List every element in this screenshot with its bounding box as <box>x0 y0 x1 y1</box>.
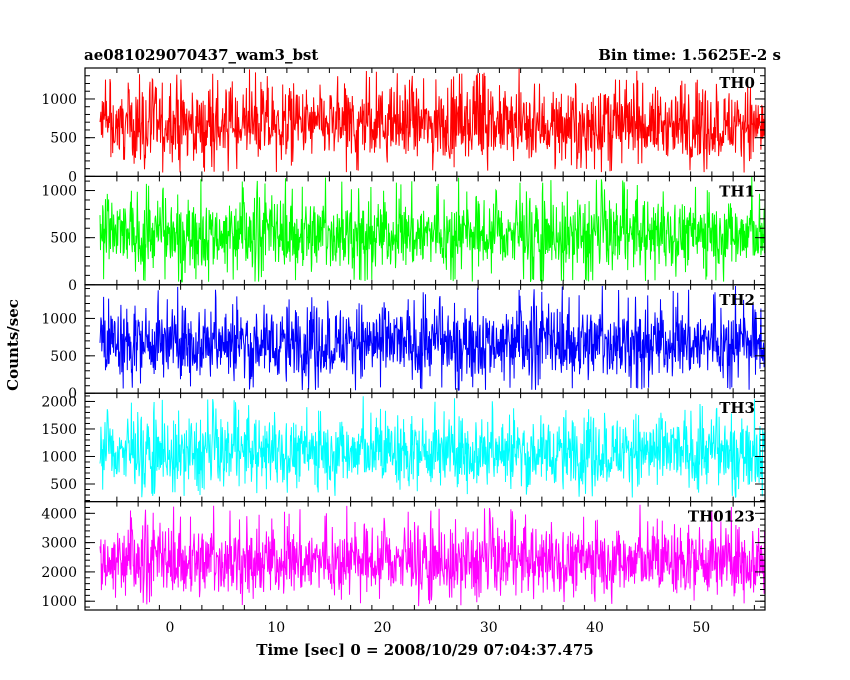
panel-label: TH1 <box>719 182 755 200</box>
series-line-th3 <box>99 396 766 498</box>
panel-label: TH2 <box>719 291 755 309</box>
x-tick-label: 30 <box>480 620 498 636</box>
x-tick-label: 50 <box>692 620 710 636</box>
panel-th3: 500 1000 1500 2000 TH3 <box>41 392 766 503</box>
y-tick-label: 500 <box>50 477 77 493</box>
y-tick-label: 1000 <box>41 594 77 610</box>
y-tick-label: 0 <box>68 169 77 185</box>
series-line-th1 <box>99 176 766 283</box>
y-tick-label: 1000 <box>41 311 77 327</box>
y-tick-label: 1000 <box>41 449 77 465</box>
y-tick-label: 4000 <box>41 506 77 522</box>
series-line-th0 <box>99 68 766 173</box>
panel-th1: 0 500 1000 TH1 <box>41 175 766 294</box>
y-tick-label: 2000 <box>41 565 77 581</box>
y-tick-label: 1000 <box>41 184 77 200</box>
y-tick-label: 1000 <box>41 92 77 108</box>
x-tick-label: 10 <box>267 620 285 636</box>
y-tick-label: 500 <box>50 349 77 365</box>
x-tick-label: 0 <box>166 620 175 636</box>
y-tick-label: 500 <box>50 231 77 247</box>
y-tick-label: 0 <box>68 278 77 294</box>
y-axis-label: Counts/sec <box>4 299 22 391</box>
chart-title: ae081029070437_wam3_bst <box>84 46 318 64</box>
panel-label: TH0123 <box>688 508 755 526</box>
y-tick-label: 2000 <box>41 394 77 410</box>
x-axis-label: Time [sec] 0 = 2008/10/29 07:04:37.475 <box>256 641 593 659</box>
panel-label: TH0 <box>719 74 755 92</box>
series-line-th0123 <box>99 504 766 607</box>
bin-time-label: Bin time: 1.5625E-2 s <box>598 46 781 64</box>
x-tick-label: 40 <box>586 620 604 636</box>
y-tick-label: 1500 <box>41 422 77 438</box>
series-line-th2 <box>99 285 766 391</box>
y-tick-label: 0 <box>68 386 77 402</box>
panel-th0123: 1000 2000 3000 4000 TH0123 <box>41 501 766 611</box>
panel-label: TH3 <box>719 399 755 417</box>
x-tick-label: 20 <box>374 620 392 636</box>
panel-th2: 0 500 1000 TH2 <box>41 284 766 402</box>
panel-th0: 0 500 1000 TH0 <box>41 67 766 185</box>
y-tick-label: 500 <box>50 131 77 147</box>
panel-frame <box>84 501 766 611</box>
y-tick-label: 3000 <box>41 536 77 552</box>
